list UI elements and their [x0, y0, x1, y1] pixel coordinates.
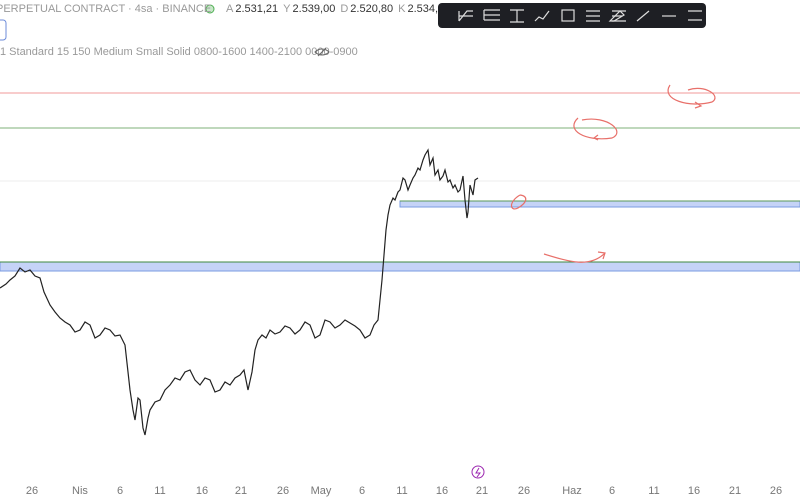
indicator: 1 Standard 15 150 Medium Small Solid 080…	[0, 46, 358, 58]
x-axis-label: 6	[117, 485, 123, 497]
ohlc-value: 2.520,80	[350, 3, 393, 15]
x-axis-label: 21	[476, 485, 488, 497]
annotations	[510, 84, 716, 263]
x-axis-label: 11	[154, 485, 165, 497]
zone-upper	[399, 200, 800, 208]
x-axis-label: 16	[688, 485, 700, 497]
x-axis-label: 11	[396, 485, 407, 497]
ohlc-value: 2.539,00	[293, 3, 336, 15]
bolt	[475, 467, 481, 478]
x-axis-label: Haz	[562, 485, 582, 497]
replay-icon[interactable]	[471, 465, 485, 479]
eye-icon[interactable]	[314, 47, 330, 57]
ohlc-label: D	[340, 3, 348, 15]
x-axis-label: 26	[26, 485, 38, 497]
drawing-toolbar	[438, 3, 706, 28]
x-axis-label: 26	[518, 485, 530, 497]
x-axis-label: 26	[770, 485, 782, 497]
x-axis-label: 16	[436, 485, 448, 497]
status-dot	[205, 4, 215, 14]
ohlc-label: A	[226, 3, 234, 15]
x-axis-label: 21	[729, 485, 741, 497]
x-axis-label: May	[311, 485, 332, 497]
selector-box[interactable]	[0, 19, 7, 41]
x-axis-label: 6	[609, 485, 615, 497]
x-axis-label: 16	[196, 485, 208, 497]
symbol: PERPETUAL CONTRACT · 4sa · BINANCE	[0, 3, 211, 15]
x-axis-label: 21	[235, 485, 247, 497]
ohlc-label: K	[398, 3, 406, 15]
x-axis-label: 11	[648, 485, 659, 497]
zone-lower	[0, 261, 800, 272]
x-axis-label: Nis	[72, 485, 88, 497]
ohlc-value: 2.531,21	[235, 3, 278, 15]
x-axis-label: 6	[359, 485, 365, 497]
ohlc-label: Y	[283, 3, 291, 15]
price-line	[0, 148, 479, 436]
toolbar-icons[interactable]	[458, 9, 702, 23]
x-axis-label: 26	[277, 485, 289, 497]
